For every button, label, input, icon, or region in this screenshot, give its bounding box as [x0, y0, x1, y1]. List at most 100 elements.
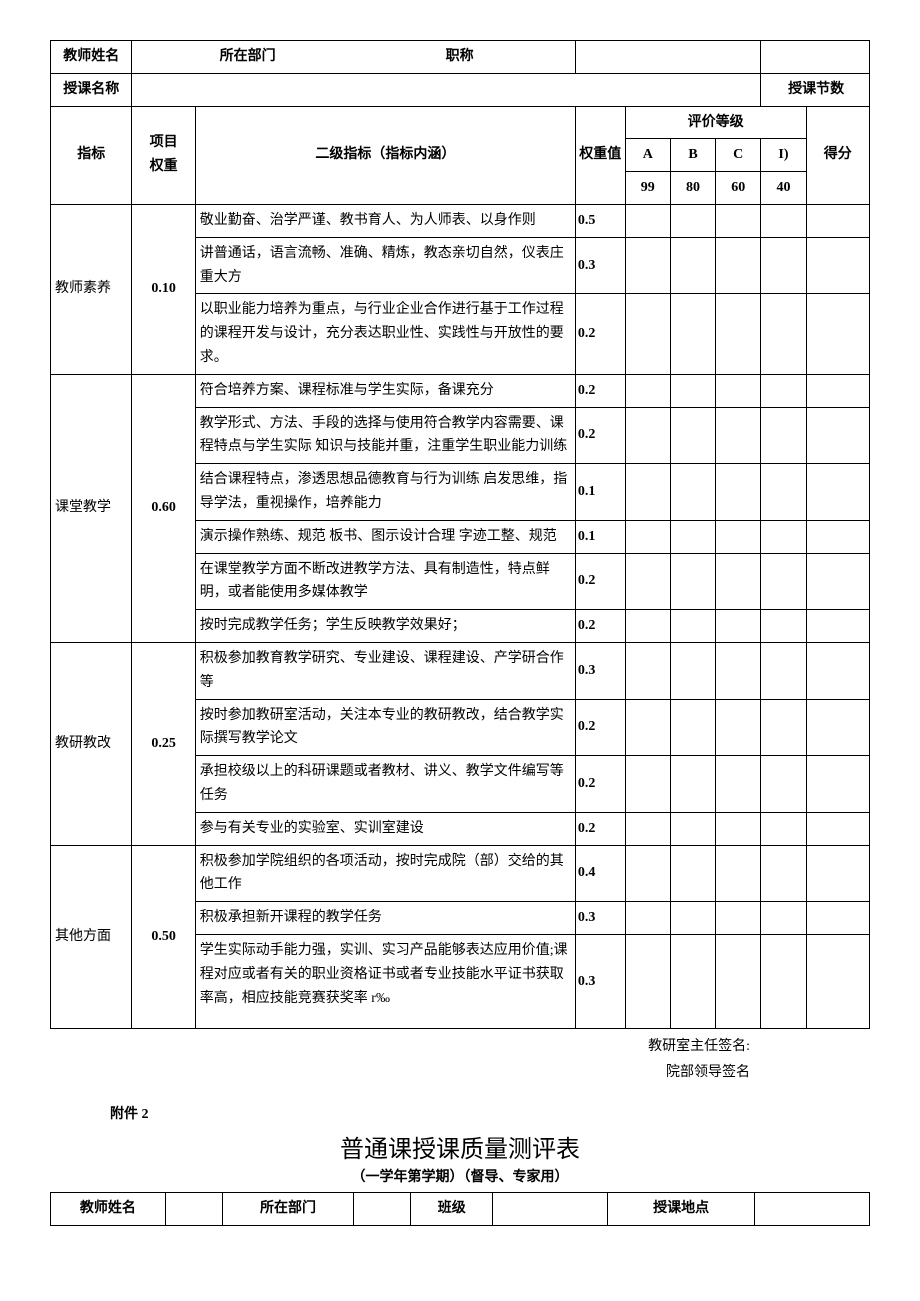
row-weight: 0.5	[575, 204, 625, 237]
row-text: 积极参加学院组织的各项活动，按时完成院（部）交给的其他工作	[195, 845, 575, 902]
cell-score	[806, 374, 869, 407]
cell-d	[761, 934, 806, 1028]
row-weight: 0.2	[575, 294, 625, 374]
cell-d	[761, 237, 806, 294]
cell-a	[625, 812, 670, 845]
cell-d	[761, 520, 806, 553]
grade-c: C	[716, 139, 761, 172]
cell-d	[761, 204, 806, 237]
row-weight: 0.2	[575, 407, 625, 464]
cell-a	[625, 902, 670, 935]
cell-d	[761, 699, 806, 756]
cell-a	[625, 756, 670, 813]
cell-c	[716, 520, 761, 553]
t2-place-label: 授课地点	[607, 1193, 754, 1226]
teacher-name-label: 教师姓名	[51, 41, 132, 74]
cell-d	[761, 294, 806, 374]
grade-b: B	[670, 139, 715, 172]
row-weight: 0.4	[575, 845, 625, 902]
row-text: 敬业勤奋、治学严谨、教书育人、为人师表、以身作则	[195, 204, 575, 237]
cell-a	[625, 699, 670, 756]
evaluation-table: 教师姓名 所在部门 职称 授课名称 授课节数 指标 项目 权重 二级指标（指标内…	[50, 40, 870, 1029]
cell-c	[716, 237, 761, 294]
cell-d	[761, 374, 806, 407]
cell-b	[670, 520, 715, 553]
col-score: 得分	[806, 106, 869, 204]
sign-office: 教研室主任签名:	[50, 1035, 870, 1055]
grade-a: A	[625, 139, 670, 172]
cell-b	[670, 204, 715, 237]
col-grade-header: 评价等级	[625, 106, 806, 139]
table2: 教师姓名 所在部门 班级 授课地点	[50, 1192, 870, 1226]
col-item-weight: 项目 权重	[132, 106, 195, 204]
col-item-weight-l1: 项目	[150, 135, 178, 150]
cell-c	[716, 642, 761, 699]
row-text: 以职业能力培养为重点，与行业企业合作进行基于工作过程的课程开发与设计，充分表达职…	[195, 294, 575, 374]
table2-header-row: 教师姓名 所在部门 班级 授课地点	[51, 1193, 870, 1226]
cell-score	[806, 642, 869, 699]
row-weight: 0.3	[575, 934, 625, 1028]
cell-a	[625, 553, 670, 610]
table-row: 课堂教学 0.60 符合培养方案、课程标准与学生实际，备课充分 0.2	[51, 374, 870, 407]
section-weight: 0.60	[132, 374, 195, 642]
cell-score	[806, 845, 869, 902]
row-text: 积极参加教育教学研究、专业建设、课程建设、产学研合作等	[195, 642, 575, 699]
cell-a	[625, 237, 670, 294]
section-name: 教师素养	[51, 204, 132, 374]
cell-c	[716, 204, 761, 237]
cell-score	[806, 204, 869, 237]
row-weight: 0.2	[575, 756, 625, 813]
section-name: 教研教改	[51, 642, 132, 845]
sign-dept: 院部领导签名	[50, 1061, 870, 1081]
grade-d: I)	[761, 139, 806, 172]
cell-c	[716, 553, 761, 610]
info-blank-1	[575, 41, 760, 74]
cell-score	[806, 520, 869, 553]
dept-label: 所在部门	[143, 45, 352, 69]
cell-c	[716, 902, 761, 935]
col-item-weight-l2: 权重	[150, 159, 178, 174]
course-name-label: 授课名称	[51, 73, 132, 106]
col-indicator: 指标	[51, 106, 132, 204]
row-text: 在课堂教学方面不断改进教学方法、具有制造性，特点鲜明，或者能使用多媒体教学	[195, 553, 575, 610]
row-weight: 0.3	[575, 237, 625, 294]
cell-d	[761, 610, 806, 643]
cell-score	[806, 610, 869, 643]
info-blank-2	[132, 73, 761, 106]
cell-a	[625, 464, 670, 521]
cell-c	[716, 610, 761, 643]
cell-c	[716, 756, 761, 813]
row-weight: 0.2	[575, 374, 625, 407]
section-name: 课堂教学	[51, 374, 132, 642]
cell-a	[625, 934, 670, 1028]
table-row: 其他方面 0.50 积极参加学院组织的各项活动，按时完成院（部）交给的其他工作 …	[51, 845, 870, 902]
cell-d	[761, 902, 806, 935]
cell-d	[761, 553, 806, 610]
row-text: 教学形式、方法、手段的选择与使用符合教学内容需要、课程特点与学生实际 知识与技能…	[195, 407, 575, 464]
cell-c	[716, 294, 761, 374]
cell-a	[625, 294, 670, 374]
cell-b	[670, 464, 715, 521]
cell-score	[806, 934, 869, 1028]
t2-place-val	[755, 1193, 870, 1226]
row-weight: 0.1	[575, 464, 625, 521]
row-text: 结合课程特点，渗透思想品德教育与行为训练 启发思维，指导学法，重视操作，培养能力	[195, 464, 575, 521]
row-text: 承担校级以上的科研课题或者教材、讲义、教学文件编写等任务	[195, 756, 575, 813]
t2-dept-val	[354, 1193, 411, 1226]
row-text: 按时参加教研室活动，关注本专业的教研教改，结合教学实际撰写教学论文	[195, 699, 575, 756]
row-text: 讲普通话，语言流畅、准确、精炼，教态亲切自然，仪表庄重大方	[195, 237, 575, 294]
cell-a	[625, 642, 670, 699]
row-weight: 0.1	[575, 520, 625, 553]
col-weight-value: 权重值	[575, 106, 625, 204]
t2-class-label: 班级	[411, 1193, 493, 1226]
cell-d	[761, 642, 806, 699]
course-hours-label: 授课节数	[761, 73, 870, 106]
section-weight: 0.10	[132, 204, 195, 374]
row-weight: 0.3	[575, 642, 625, 699]
title-label: 职称	[355, 45, 564, 69]
cell-b	[670, 237, 715, 294]
cell-a	[625, 374, 670, 407]
cell-b	[670, 374, 715, 407]
cell-score	[806, 756, 869, 813]
info-blank-1b	[761, 41, 870, 74]
